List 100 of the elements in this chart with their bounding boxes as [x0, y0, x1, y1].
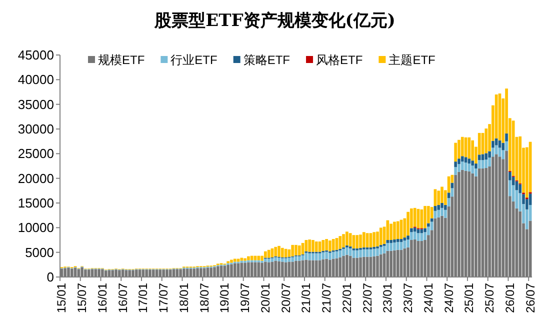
bar — [325, 239, 328, 250]
bar — [440, 186, 444, 203]
bar — [264, 258, 267, 262]
bar — [393, 242, 396, 250]
x-tick-label: 21/07 — [320, 282, 334, 314]
bar — [478, 160, 481, 168]
bar — [312, 240, 314, 252]
bar — [460, 162, 464, 170]
bar — [346, 247, 348, 255]
bar — [471, 166, 474, 174]
bar — [359, 234, 362, 248]
x-tick-label: 25/01 — [462, 282, 476, 314]
bar — [454, 142, 458, 162]
bar — [298, 256, 301, 261]
bar — [424, 228, 426, 232]
bar — [488, 151, 491, 158]
bar — [308, 240, 312, 252]
bar — [492, 140, 494, 148]
bar — [484, 153, 488, 160]
bar — [342, 248, 345, 256]
bar — [267, 250, 270, 258]
y-tick-label: 45000 — [18, 48, 54, 62]
x-tick-label: 24/01 — [421, 282, 436, 314]
bar — [348, 233, 352, 246]
x-tick-label: 18/07 — [197, 282, 212, 314]
bar — [280, 258, 284, 262]
x-tick-label: 16/07 — [116, 282, 130, 314]
x-tick-label: 18/01 — [176, 282, 191, 314]
bar — [379, 228, 382, 245]
bar — [390, 240, 393, 243]
bar — [322, 252, 325, 260]
bar — [278, 246, 280, 257]
bar — [413, 232, 416, 240]
bar — [325, 252, 328, 259]
x-tick-label: 15/01 — [54, 282, 69, 314]
bar — [359, 250, 362, 258]
x-tick-label: 17/07 — [156, 282, 171, 314]
x-tick-label: 23/07 — [401, 282, 416, 314]
x-tick-label: 22/07 — [360, 282, 374, 314]
bar — [403, 238, 406, 240]
bar — [338, 236, 342, 249]
bar — [406, 212, 410, 236]
bar — [494, 145, 498, 154]
bar — [274, 257, 278, 261]
bar — [342, 234, 345, 248]
bar — [440, 203, 444, 208]
bar — [420, 233, 424, 241]
bar — [437, 210, 440, 218]
legend-label: 风格ETF — [316, 53, 363, 67]
bar — [356, 250, 359, 258]
bar — [474, 164, 478, 168]
bar — [346, 232, 348, 246]
x-tick-label: 23/01 — [380, 282, 395, 314]
bar — [420, 209, 424, 228]
bar — [247, 256, 250, 260]
bar — [502, 142, 505, 150]
bar — [471, 140, 474, 161]
bar — [376, 232, 379, 246]
bar — [494, 138, 498, 146]
bar — [250, 256, 254, 260]
bar — [376, 248, 379, 256]
x-tick-label: 20/07 — [278, 282, 293, 314]
bar — [403, 240, 406, 248]
x-tick-label: 26/01 — [502, 282, 517, 314]
bar — [410, 228, 413, 232]
y-tick-label: 5000 — [25, 244, 54, 260]
bar — [396, 221, 400, 240]
x-tick-label: 20/01 — [258, 282, 272, 314]
bar — [458, 164, 460, 172]
y-tick-label: 35000 — [18, 96, 54, 112]
bar — [280, 248, 284, 258]
bar — [260, 256, 264, 261]
bar — [390, 224, 393, 240]
y-tick-label: 0 — [46, 270, 54, 284]
bar — [396, 242, 400, 250]
bar — [230, 260, 233, 263]
bar — [390, 242, 393, 251]
bar — [458, 158, 460, 164]
bar — [291, 244, 294, 256]
bar — [312, 253, 314, 260]
bar — [291, 257, 294, 262]
bar — [362, 232, 366, 248]
y-tick-label: 30000 — [18, 122, 54, 136]
x-tick-label: 26/07 — [523, 282, 538, 314]
bar — [460, 156, 464, 162]
x-tick-label: 21/01 — [299, 282, 314, 314]
bar — [492, 148, 494, 157]
x-tick-label: 24/07 — [442, 282, 456, 314]
bar — [348, 248, 352, 256]
bar — [298, 245, 301, 256]
legend-label: 主题ETF — [388, 53, 436, 67]
bar — [322, 240, 325, 251]
bar — [362, 249, 366, 257]
bar — [294, 256, 298, 261]
bar — [437, 204, 440, 210]
bar — [356, 235, 359, 248]
bar — [328, 252, 332, 260]
bar — [393, 240, 396, 242]
y-tick-label: 10000 — [18, 220, 54, 236]
bar — [474, 168, 478, 176]
